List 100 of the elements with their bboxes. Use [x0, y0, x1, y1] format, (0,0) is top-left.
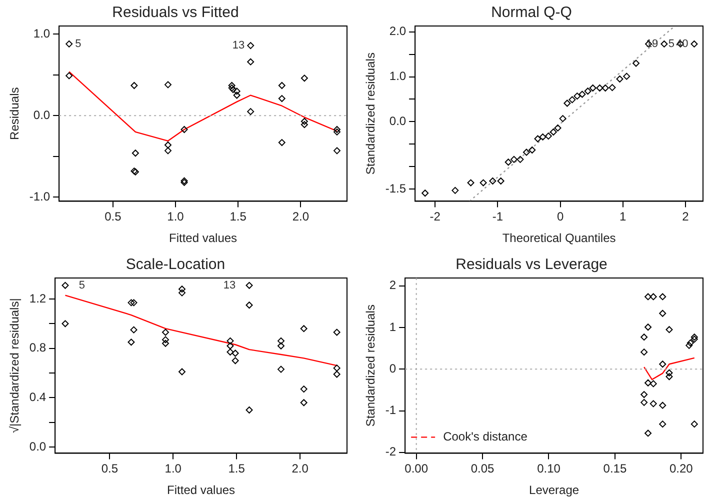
point [164, 147, 172, 154]
y-axis-title: Standardized residuals [364, 52, 378, 175]
point [666, 373, 673, 380]
point [644, 324, 652, 331]
point [640, 334, 648, 341]
point [247, 108, 254, 116]
x-tick-label: 1 [620, 210, 627, 224]
x-axis-title: Fitted values [167, 483, 236, 498]
point [246, 406, 253, 414]
point [247, 42, 254, 50]
y-tick-label: 1.2 [29, 291, 46, 306]
point [333, 147, 340, 154]
chart-title: Scale-Location [126, 256, 226, 274]
point [247, 58, 254, 66]
point [130, 326, 138, 334]
point [233, 88, 240, 95]
point [178, 286, 186, 293]
annotation: 5 [668, 38, 674, 50]
y-tick-label: 2 [389, 278, 396, 292]
point [504, 158, 512, 166]
point [333, 370, 340, 378]
point [164, 141, 172, 148]
point [233, 92, 240, 99]
y-tick-label: -1.0 [29, 189, 50, 204]
point [278, 366, 284, 373]
x-tick-label: 0.15 [603, 462, 627, 476]
point [659, 310, 666, 317]
point [66, 40, 73, 48]
point [644, 293, 652, 300]
y-tick-label: 0.0 [389, 114, 406, 128]
point [128, 299, 135, 306]
point [130, 299, 138, 306]
point [522, 148, 530, 156]
x-axis-title: Fitted values [169, 231, 238, 246]
point [632, 60, 640, 67]
point [162, 328, 170, 336]
point [480, 179, 487, 186]
x-tick-label: 2 [682, 210, 690, 224]
y-axis-title: Standardized residuals [364, 304, 378, 427]
point [164, 81, 172, 88]
point [333, 328, 340, 336]
point [300, 121, 308, 128]
y-tick-label: 0.0 [33, 108, 50, 122]
point [686, 342, 693, 349]
point [246, 302, 253, 309]
point [690, 420, 698, 428]
y-tick-label: 1.0 [389, 69, 406, 84]
point [62, 282, 69, 289]
point [644, 379, 652, 386]
x-tick-label: 0.20 [669, 462, 694, 476]
point [690, 334, 698, 341]
annotation: 13 [223, 279, 236, 292]
point [510, 156, 518, 163]
point [132, 150, 139, 157]
x-tick-label: 0.05 [470, 462, 495, 476]
x-tick-label: 0.5 [104, 210, 122, 224]
point [180, 126, 188, 133]
point [178, 368, 186, 376]
point [660, 40, 668, 48]
point [596, 84, 604, 92]
point [62, 320, 69, 328]
point [278, 139, 286, 146]
point [578, 90, 586, 98]
point [623, 72, 630, 80]
point [333, 126, 340, 133]
point [686, 339, 694, 346]
x-tick-label: 2.0 [292, 210, 310, 224]
y-tick-label: -1.5 [385, 181, 406, 196]
point [690, 40, 698, 48]
y-tick-label: -1 [385, 403, 396, 418]
y-tick-label: 0 [389, 361, 396, 376]
x-tick-label: 1.0 [164, 462, 182, 476]
point [333, 364, 340, 372]
point [300, 118, 308, 125]
point [232, 357, 239, 364]
y-axis-title: √|Standardized residuals| [8, 298, 22, 434]
x-axis-title: Leverage [529, 483, 580, 498]
point [278, 342, 284, 350]
point [574, 92, 581, 100]
point [422, 190, 429, 197]
point [278, 95, 286, 102]
point [608, 84, 616, 92]
point [228, 84, 236, 92]
point [650, 380, 657, 388]
point [616, 76, 624, 83]
point [650, 293, 657, 300]
point [584, 88, 592, 95]
x-tick-label: 0.10 [537, 462, 561, 476]
point [467, 179, 474, 186]
y-tick-label: 0.4 [29, 390, 46, 404]
point [278, 337, 284, 344]
x-tick-label: 0.00 [404, 462, 428, 476]
point [659, 360, 666, 368]
x-tick-label: 0 [556, 210, 564, 224]
point [232, 350, 239, 357]
point [497, 177, 504, 184]
point [300, 386, 308, 393]
x-tick-label: 1.5 [230, 210, 247, 224]
point [659, 402, 666, 409]
point [516, 156, 524, 163]
